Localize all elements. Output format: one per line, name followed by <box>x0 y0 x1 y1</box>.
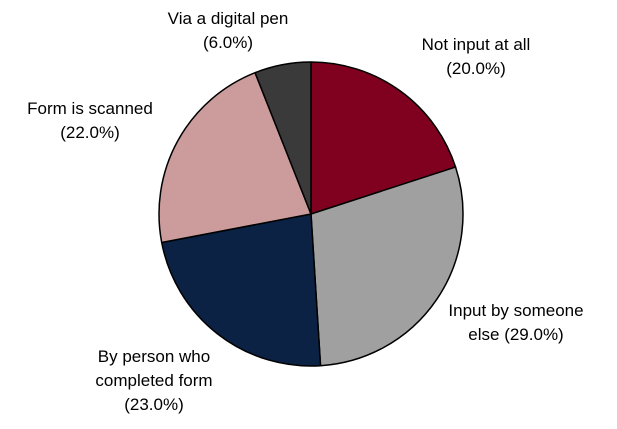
pie-slice <box>254 61 312 215</box>
slice-label-line: (22.0%) <box>60 123 120 142</box>
slice-label-line: Not input at all <box>422 35 531 54</box>
slice-label-line: Via a digital pen <box>168 9 289 28</box>
pie-slice <box>160 213 322 367</box>
slices-layer <box>158 61 464 367</box>
slice-label: By person who completed form (23.0%) <box>95 347 212 414</box>
slice-label-line: (20.0%) <box>446 59 506 78</box>
slice-label-line: By person who <box>98 347 210 366</box>
slice-label-line: completed form <box>95 371 212 390</box>
slice-label: Form is scanned (22.0%) <box>27 99 153 142</box>
slice-label-line: else (29.0%) <box>468 325 563 344</box>
slice-label-line: (6.0%) <box>203 33 253 52</box>
labels-layer: Not input at all (20.0%) Input by someone e… <box>27 9 583 414</box>
slice-label-line: (23.0%) <box>124 395 184 414</box>
pie-slice <box>310 61 457 215</box>
slice-label: Via a digital pen (6.0%) <box>168 9 289 52</box>
slice-label: Not input at all (20.0%) <box>422 35 531 78</box>
slice-label-line: Form is scanned <box>27 99 153 118</box>
pie-slice <box>158 71 312 244</box>
pie-slice <box>310 166 464 367</box>
slice-label: Input by someone else (29.0%) <box>448 301 583 344</box>
slice-label-line: Input by someone <box>448 301 583 320</box>
